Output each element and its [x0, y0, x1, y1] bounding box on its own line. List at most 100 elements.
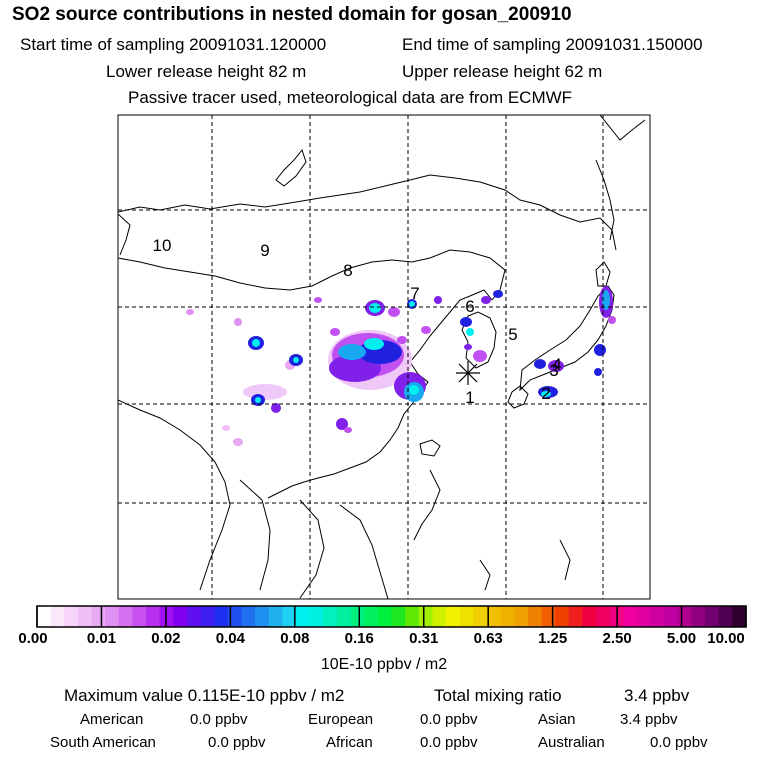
- figure-title: SO2 source contributions in nested domai…: [12, 4, 572, 25]
- colorbar-swatch: [418, 606, 433, 627]
- colorbar-tick-label: 1.25: [538, 630, 568, 647]
- end-time: End time of sampling 20091031.150000: [402, 35, 703, 54]
- colorbar-swatch: [514, 606, 529, 627]
- colorbar-tick-label: 0.16: [344, 630, 374, 647]
- region-african-value: 0.0 ppbv: [420, 734, 478, 751]
- colorbar-swatch: [527, 606, 542, 627]
- colorbar-swatch: [282, 606, 297, 627]
- region-label-2: 2: [541, 384, 550, 403]
- colorbar-swatch: [582, 606, 597, 627]
- colorbar-swatch: [159, 606, 174, 627]
- colorbar-swatch: [200, 606, 215, 627]
- colorbar-frame: [36, 605, 747, 628]
- region-label-1: 1: [465, 388, 474, 407]
- region-label-3: 3: [549, 361, 558, 380]
- region-labels: 10 9 8 7 6 5 4 3 2 1: [153, 236, 562, 407]
- lower-release-height: Lower release height 82 m: [106, 62, 307, 81]
- region-american-name: American: [80, 711, 144, 728]
- region-european-name: European: [308, 711, 374, 728]
- colorbar-swatch: [296, 606, 311, 627]
- colorbar-swatch: [473, 606, 488, 627]
- colorbar-tick-label: 0.63: [473, 630, 503, 647]
- region-european-value: 0.0 ppbv: [420, 711, 478, 728]
- total-mixing-ratio-value: 3.4 ppbv: [624, 686, 690, 705]
- region-label-9: 9: [260, 241, 269, 260]
- colorbar-swatch: [405, 606, 420, 627]
- colorbar-swatch: [105, 606, 120, 627]
- colorbar-swatch: [227, 606, 243, 627]
- colorbar-tick-label: 0.00: [18, 630, 48, 647]
- colorbar-tick-label: 5.00: [666, 630, 697, 647]
- region-australian-value: 0.0 ppbv: [650, 734, 708, 751]
- colorbar-swatch: [446, 606, 461, 627]
- colorbar-swatch: [364, 606, 379, 627]
- map-frame: [117, 114, 651, 600]
- colorbar-swatch: [432, 606, 447, 627]
- colorbar-swatch: [64, 606, 79, 627]
- colorbar-swatch: [459, 606, 474, 627]
- tracer-note: Passive tracer used, meteorological data…: [128, 88, 573, 107]
- region-african-name: African: [326, 734, 373, 751]
- colorbar-swatch: [377, 606, 392, 627]
- coastlines: [118, 115, 646, 599]
- colorbar-tick-label: 10.00: [707, 630, 745, 647]
- colorbar-swatch: [555, 606, 570, 627]
- colorbar-swatch: [691, 606, 706, 627]
- colorbar-tick-label: 0.01: [86, 630, 117, 647]
- region-label-5: 5: [508, 325, 517, 344]
- colorbar-swatch: [132, 606, 147, 627]
- colorbar-swatch: [623, 606, 638, 627]
- colorbar-swatch: [309, 606, 324, 627]
- colorbar-unit: 10E-10 ppbv / m2: [320, 656, 448, 673]
- region-australian-name: Australian: [538, 734, 605, 751]
- colorbar-swatch: [77, 606, 93, 627]
- colorbar-swatch: [186, 606, 202, 627]
- colorbar-swatch: [146, 606, 161, 627]
- colorbar-tick-label: 0.04: [215, 630, 245, 647]
- colorbar-swatch: [705, 606, 720, 627]
- colorbar-swatch: [37, 606, 52, 627]
- colorbar-swatch: [268, 606, 283, 627]
- max-value: Maximum value 0.115E-10 ppbv / m2: [64, 686, 345, 705]
- colorbar-swatch: [336, 606, 352, 627]
- colorbar-swatch: [50, 606, 65, 627]
- region-label-4: 4: [552, 355, 561, 374]
- region-south-american-name: South American: [50, 734, 156, 751]
- colorbar-swatch: [173, 606, 188, 627]
- total-mixing-ratio-label: Total mixing ratio: [434, 686, 562, 705]
- region-asian-value: 3.4 ppbv: [620, 711, 678, 728]
- colorbar-swatch: [118, 606, 133, 627]
- colorbar-swatch: [718, 606, 733, 627]
- colorbar-swatch: [350, 606, 365, 627]
- colorbar-swatch: [677, 606, 692, 627]
- colorbar-swatch: [541, 606, 556, 627]
- colorbar-tick-label: 0.31: [409, 630, 439, 647]
- colorbar-swatch: [636, 606, 652, 627]
- start-time: Start time of sampling 20091031.120000: [20, 35, 327, 54]
- colorbar: [36, 605, 747, 628]
- colorbar-swatch: [241, 606, 256, 627]
- colorbar-swatch: [568, 606, 583, 627]
- region-label-7: 7: [410, 284, 419, 303]
- region-label-6: 6: [465, 297, 474, 316]
- region-asian-name: Asian: [538, 711, 576, 728]
- region-label-8: 8: [343, 261, 352, 280]
- colorbar-swatch: [391, 606, 406, 627]
- colorbar-tick-label: 0.08: [280, 630, 310, 647]
- receptor-asterisk-icon: [456, 361, 480, 385]
- lat-lon-grid: [118, 115, 650, 599]
- region-south-american-value: 0.0 ppbv: [208, 734, 266, 751]
- region-american-value: 0.0 ppbv: [190, 711, 248, 728]
- colorbar-swatch: [486, 606, 502, 627]
- region-label-10: 10: [153, 236, 172, 255]
- colorbar-tick-label: 2.50: [602, 630, 632, 647]
- upper-release-height: Upper release height 62 m: [402, 62, 603, 81]
- colorbar-swatch: [323, 606, 338, 627]
- colorbar-swatch: [650, 606, 665, 627]
- colorbar-tick-label: 0.02: [151, 630, 181, 647]
- colorbar-swatch: [732, 606, 747, 627]
- colorbar-swatch: [91, 606, 106, 627]
- colorbar-swatch: [500, 606, 515, 627]
- colorbar-swatch: [214, 606, 229, 627]
